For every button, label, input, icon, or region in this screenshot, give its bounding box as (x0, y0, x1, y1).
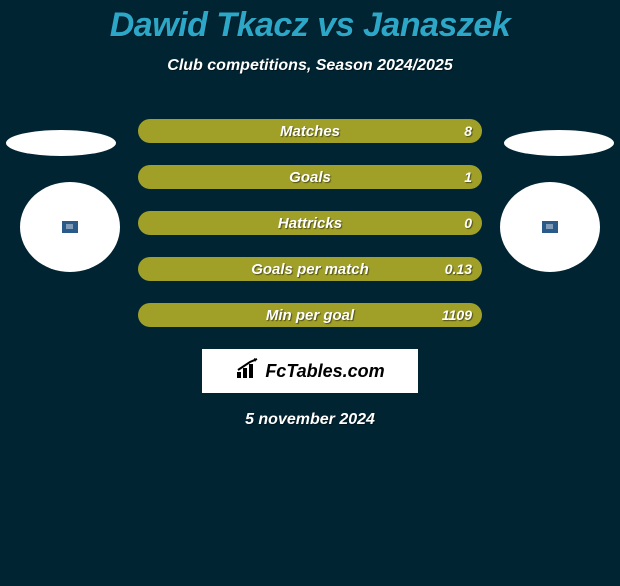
stat-value: 1109 (442, 307, 472, 323)
chart-icon (235, 358, 261, 385)
brand-box[interactable]: FcTables.com (202, 349, 418, 393)
comparison-subtitle: Club competitions, Season 2024/2025 (0, 57, 620, 75)
comparison-title: Dawid Tkacz vs Janaszek (0, 6, 620, 45)
stat-label: Matches (280, 123, 340, 140)
stat-value: 8 (464, 123, 472, 139)
stat-label: Hattricks (278, 215, 342, 232)
stat-row: Goals 1 (138, 165, 482, 189)
stat-row: Goals per match 0.13 (138, 257, 482, 281)
stat-value: 0.13 (445, 261, 472, 277)
date-text: 5 november 2024 (0, 411, 620, 429)
stat-row: Matches 8 (138, 119, 482, 143)
stats-container: Matches 8 Goals 1 Hattricks 0 Goals per … (0, 119, 620, 327)
stat-row: Min per goal 1109 (138, 303, 482, 327)
stat-value: 1 (464, 169, 472, 185)
stat-row: Hattricks 0 (138, 211, 482, 235)
stat-label: Goals per match (251, 261, 369, 278)
brand-text: FcTables.com (265, 361, 384, 382)
stat-label: Min per goal (266, 307, 354, 324)
stat-value: 0 (464, 215, 472, 231)
stat-label: Goals (289, 169, 331, 186)
